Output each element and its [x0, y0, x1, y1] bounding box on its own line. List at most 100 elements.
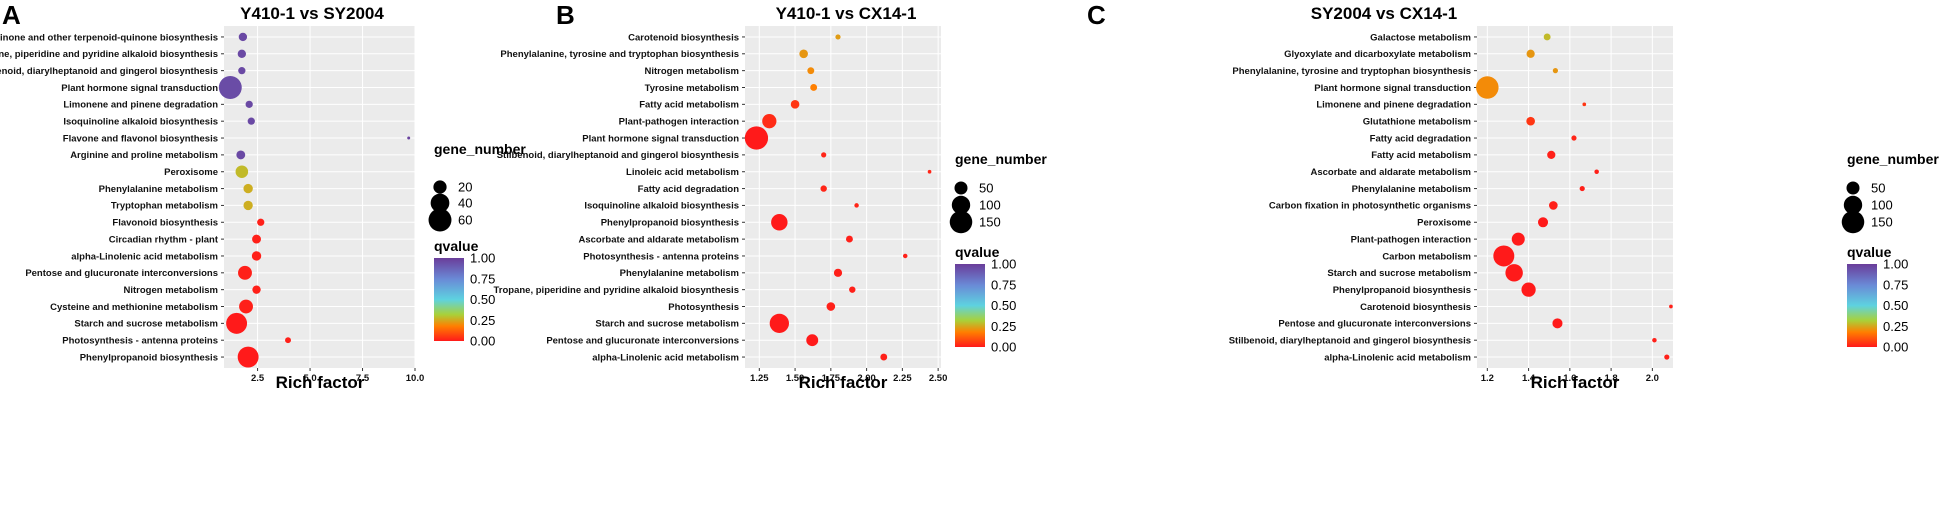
data-point — [820, 185, 827, 192]
colorbar-tick-label: 1.00 — [470, 251, 495, 266]
colorbar-tick-label: 1.00 — [991, 257, 1016, 272]
data-point — [902, 253, 908, 259]
data-point — [247, 117, 255, 125]
panel-a-title: Y410-1 vs SY2004 — [240, 4, 384, 23]
data-point — [251, 251, 262, 261]
category-label: Plant-pathogen interaction — [1351, 234, 1472, 245]
data-point — [238, 265, 252, 280]
data-point — [1511, 232, 1525, 246]
category-label: Plant-pathogen interaction — [619, 116, 740, 127]
x-tick-label: 1.6 — [1563, 373, 1576, 384]
category-label: Ubiquinone and other terpenoid-quinone b… — [0, 32, 218, 43]
category-label: Plant hormone signal transduction — [61, 83, 218, 94]
category-label: Plant hormone signal transduction — [1314, 83, 1471, 94]
data-point — [239, 299, 253, 314]
data-point — [835, 34, 841, 40]
panel-c-categories: Galactose metabolism Glyoxylate and dicar… — [1229, 32, 1477, 363]
category-label: Phenylpropanoid biosynthesis — [601, 218, 739, 229]
category-label: Nitrogen metabolism — [124, 285, 219, 296]
panel-c-points — [1476, 33, 1673, 360]
panel-b-xticks: 1.25 1.50 1.75 2.00 2.25 2.50 — [750, 368, 947, 384]
panel-c-size-legend-title: gene_number — [1847, 151, 1939, 167]
x-tick-label: 7.5 — [356, 373, 370, 384]
data-point — [810, 84, 818, 91]
data-point — [769, 313, 789, 334]
panel-c-letter: C — [1087, 0, 1106, 30]
x-tick-label: 1.4 — [1522, 373, 1536, 384]
size-legend-label: 20 — [458, 180, 472, 195]
colorbar-tick-label: 1.00 — [1883, 257, 1908, 272]
data-point — [238, 32, 248, 42]
category-label: Phenylalanine metabolism — [620, 268, 739, 279]
data-point — [252, 285, 261, 294]
data-point — [1547, 150, 1556, 159]
colorbar-tick-label: 0.50 — [470, 292, 495, 307]
data-point — [236, 150, 246, 160]
data-point — [826, 302, 836, 311]
category-label: Arginine and proline metabolism — [70, 150, 218, 161]
category-label: Limonene and pinene degradation — [63, 100, 218, 111]
category-label: Circadian rhythm - plant — [109, 234, 219, 245]
category-label: Peroxisome — [1417, 218, 1471, 229]
data-point — [1664, 354, 1670, 360]
colorbar-tick-label: 0.25 — [470, 313, 495, 328]
category-label: Galactose metabolism — [1370, 32, 1471, 43]
category-label: Fatty acid degradation — [638, 184, 740, 195]
category-label: Fatty acid metabolism — [639, 100, 739, 111]
data-point — [1537, 217, 1549, 228]
data-point — [799, 49, 808, 59]
panel-a-xticks: 2.5 5.0 7.5 10.0 — [251, 368, 424, 384]
data-point — [1543, 33, 1551, 41]
size-legend-dot — [428, 208, 452, 232]
data-point — [1505, 264, 1523, 282]
panel-a-xlabel: Rich factor — [276, 373, 365, 392]
data-point — [407, 136, 411, 140]
category-label: Peroxisome — [164, 167, 218, 178]
panel-b-title: Y410-1 vs CX14-1 — [776, 4, 917, 23]
category-label: Cysteine and methionine metabolism — [50, 302, 218, 313]
colorbar-tick-label: 0.75 — [470, 271, 495, 286]
size-legend-dot — [430, 193, 450, 213]
panel-b-color-legend-title: qvalue — [955, 244, 1000, 260]
category-label: Starch and sucrose metabolism — [1327, 268, 1471, 279]
category-label: Phenylalanine metabolism — [1352, 184, 1471, 195]
data-point — [854, 203, 859, 208]
size-legend-dot — [1841, 210, 1865, 234]
data-point — [285, 337, 291, 344]
data-point — [1552, 318, 1563, 329]
size-legend-dot — [951, 195, 971, 215]
panel-c-colorbar — [1847, 264, 1877, 347]
data-point — [1549, 201, 1558, 210]
category-label: Ascorbate and aldarate metabolism — [579, 234, 740, 245]
panel-a: A Y410-1 vs SY2004 Ubiquinone and other … — [0, 0, 526, 392]
data-point — [790, 100, 800, 109]
size-legend-label: 40 — [458, 196, 472, 211]
data-point — [1552, 68, 1559, 74]
data-point — [1526, 116, 1535, 126]
category-label: Pentose and glucuronate interconversions — [546, 336, 739, 347]
size-legend-label: 50 — [979, 181, 993, 196]
panel-c-xticks: 1.2 1.4 1.6 1.8 2.0 — [1481, 368, 1659, 384]
data-point — [849, 286, 856, 293]
panel-c-color-legend-title: qvalue — [1847, 244, 1892, 260]
category-label: Glutathione metabolism — [1363, 116, 1471, 127]
category-label: Tryptophan metabolism — [111, 201, 218, 212]
data-point — [762, 114, 777, 129]
panel-c-plot-bg — [1477, 26, 1673, 368]
data-point — [1493, 245, 1515, 267]
category-label: Photosynthesis - antenna proteins — [62, 336, 218, 347]
category-label: alpha-Linolenic acid metabolism — [592, 352, 739, 363]
panel-a-letter: A — [2, 0, 21, 30]
category-label: Stilbenoid, diarylheptanoid and gingerol… — [497, 150, 739, 161]
category-label: alpha-Linolenic acid metabolism — [71, 251, 218, 262]
colorbar-tick-label: 0.25 — [1883, 319, 1908, 334]
data-point — [238, 67, 246, 75]
size-legend-label: 150 — [1871, 215, 1893, 230]
category-label: Glyoxylate and dicarboxylate metabolism — [1284, 49, 1471, 60]
x-tick-label: 1.2 — [1481, 373, 1494, 384]
data-point — [927, 169, 932, 174]
panel-b-size-legend-title: gene_number — [955, 151, 1047, 167]
panel-b-grid — [745, 26, 941, 368]
data-point — [744, 126, 769, 150]
